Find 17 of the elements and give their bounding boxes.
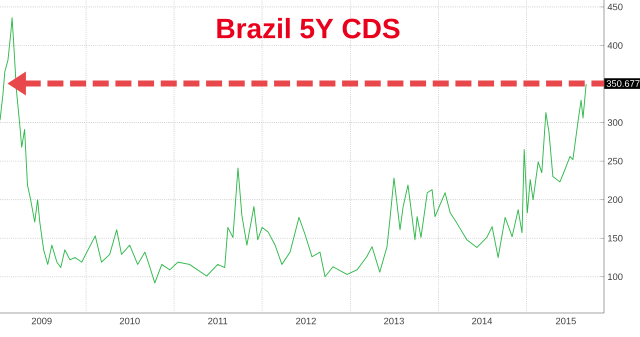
y-tick-label: 100 — [608, 273, 623, 280]
y-tick-label: 200 — [608, 196, 623, 203]
line-series — [0, 17, 587, 284]
x-tick-label: 2012 — [296, 318, 316, 324]
x-tick-label: 2011 — [208, 318, 228, 324]
text: Brazil 5Y CDS — [217, 18, 400, 38]
x-tick-label: 2015 — [556, 318, 576, 324]
x-tick-label: 2013 — [384, 318, 404, 324]
y-tick-label: 250 — [608, 158, 623, 164]
x-tick-label: 2009 — [32, 318, 52, 324]
y-tick-label: 400 — [608, 42, 623, 49]
y-tick-label: 300 — [608, 119, 623, 126]
ref-line-label: 350.677 — [606, 80, 640, 87]
y-tick-label: 450 — [608, 4, 623, 10]
y-tick-label: 150 — [608, 234, 623, 242]
x-tick-label: 2014 — [472, 318, 492, 324]
x-tick-label: 2010 — [120, 318, 140, 324]
